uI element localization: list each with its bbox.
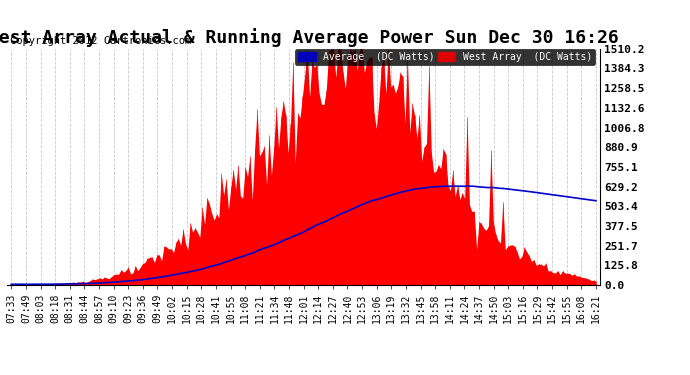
Text: Copyright 2012 Cartronics.com: Copyright 2012 Cartronics.com [10, 36, 191, 46]
Legend: Average  (DC Watts), West Array  (DC Watts): Average (DC Watts), West Array (DC Watts… [295, 49, 595, 65]
Title: West Array Actual & Running Average Power Sun Dec 30 16:26: West Array Actual & Running Average Powe… [0, 28, 619, 47]
